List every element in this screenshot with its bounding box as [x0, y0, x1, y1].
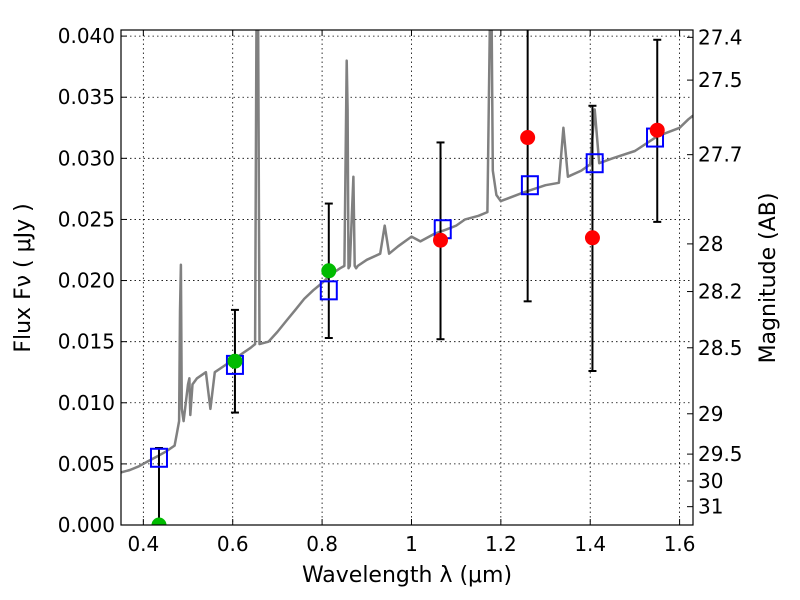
y-tick-label: 0.020 — [58, 269, 115, 293]
y-tick-label: 0.000 — [58, 513, 115, 537]
model-point — [149, 447, 168, 468]
observed-point — [520, 130, 536, 146]
x-tick-label: 1.2 — [485, 532, 517, 556]
y-tick-label: 0.025 — [58, 207, 115, 231]
observed-point — [649, 122, 665, 138]
y-axis-label: Flux Fν ( μJy ) — [11, 203, 36, 352]
right-tick-label: 29 — [698, 402, 723, 426]
x-tick-label: 1.4 — [574, 532, 606, 556]
y-tick-label: 0.005 — [58, 452, 115, 476]
model-point — [585, 153, 604, 174]
y-tick-label: 0.010 — [58, 391, 115, 415]
grid — [121, 30, 693, 526]
model-point — [319, 280, 338, 301]
y-tick-label: 0.040 — [58, 24, 115, 48]
x-tick-label: 1 — [405, 532, 418, 556]
y-axis-right-label: Magnitude (AB) — [756, 193, 781, 364]
right-tick-label: 27.7 — [698, 143, 743, 167]
observed-point — [321, 263, 337, 279]
right-tick-label: 28 — [698, 232, 723, 256]
model-point — [520, 175, 539, 196]
right-tick-label: 29.5 — [698, 442, 743, 466]
right-tick-label: 28.5 — [698, 336, 743, 360]
right-tick-label: 27.4 — [698, 25, 743, 49]
axes: 0.4 0.6 0.8 1 1.2 1.4 1.6 0.000 0.005 0.010 0.015 0… — [58, 24, 743, 556]
right-tick-label: 31 — [698, 495, 723, 519]
plot-area — [121, 30, 693, 525]
observed-point — [584, 230, 600, 246]
y-tick-label: 0.015 — [58, 330, 115, 354]
plot-frame — [120, 29, 694, 526]
y-tick-label: 0.030 — [58, 146, 115, 170]
x-tick-label: 0.6 — [217, 532, 249, 556]
y-tick-label: 0.035 — [58, 85, 115, 109]
observed-point — [151, 517, 167, 525]
x-tick-label: 1.6 — [664, 532, 696, 556]
right-tick-label: 30 — [698, 469, 723, 493]
observed-point — [433, 232, 449, 248]
x-tick-label: 0.8 — [306, 532, 338, 556]
x-tick-label: 0.4 — [127, 532, 159, 556]
observed-point — [227, 353, 243, 369]
x-axis-label: Wavelength λ (μm) — [302, 563, 512, 588]
right-tick-label: 27.5 — [698, 68, 743, 92]
right-tick-label: 28.2 — [698, 280, 743, 304]
spectrum-line — [121, 30, 693, 474]
